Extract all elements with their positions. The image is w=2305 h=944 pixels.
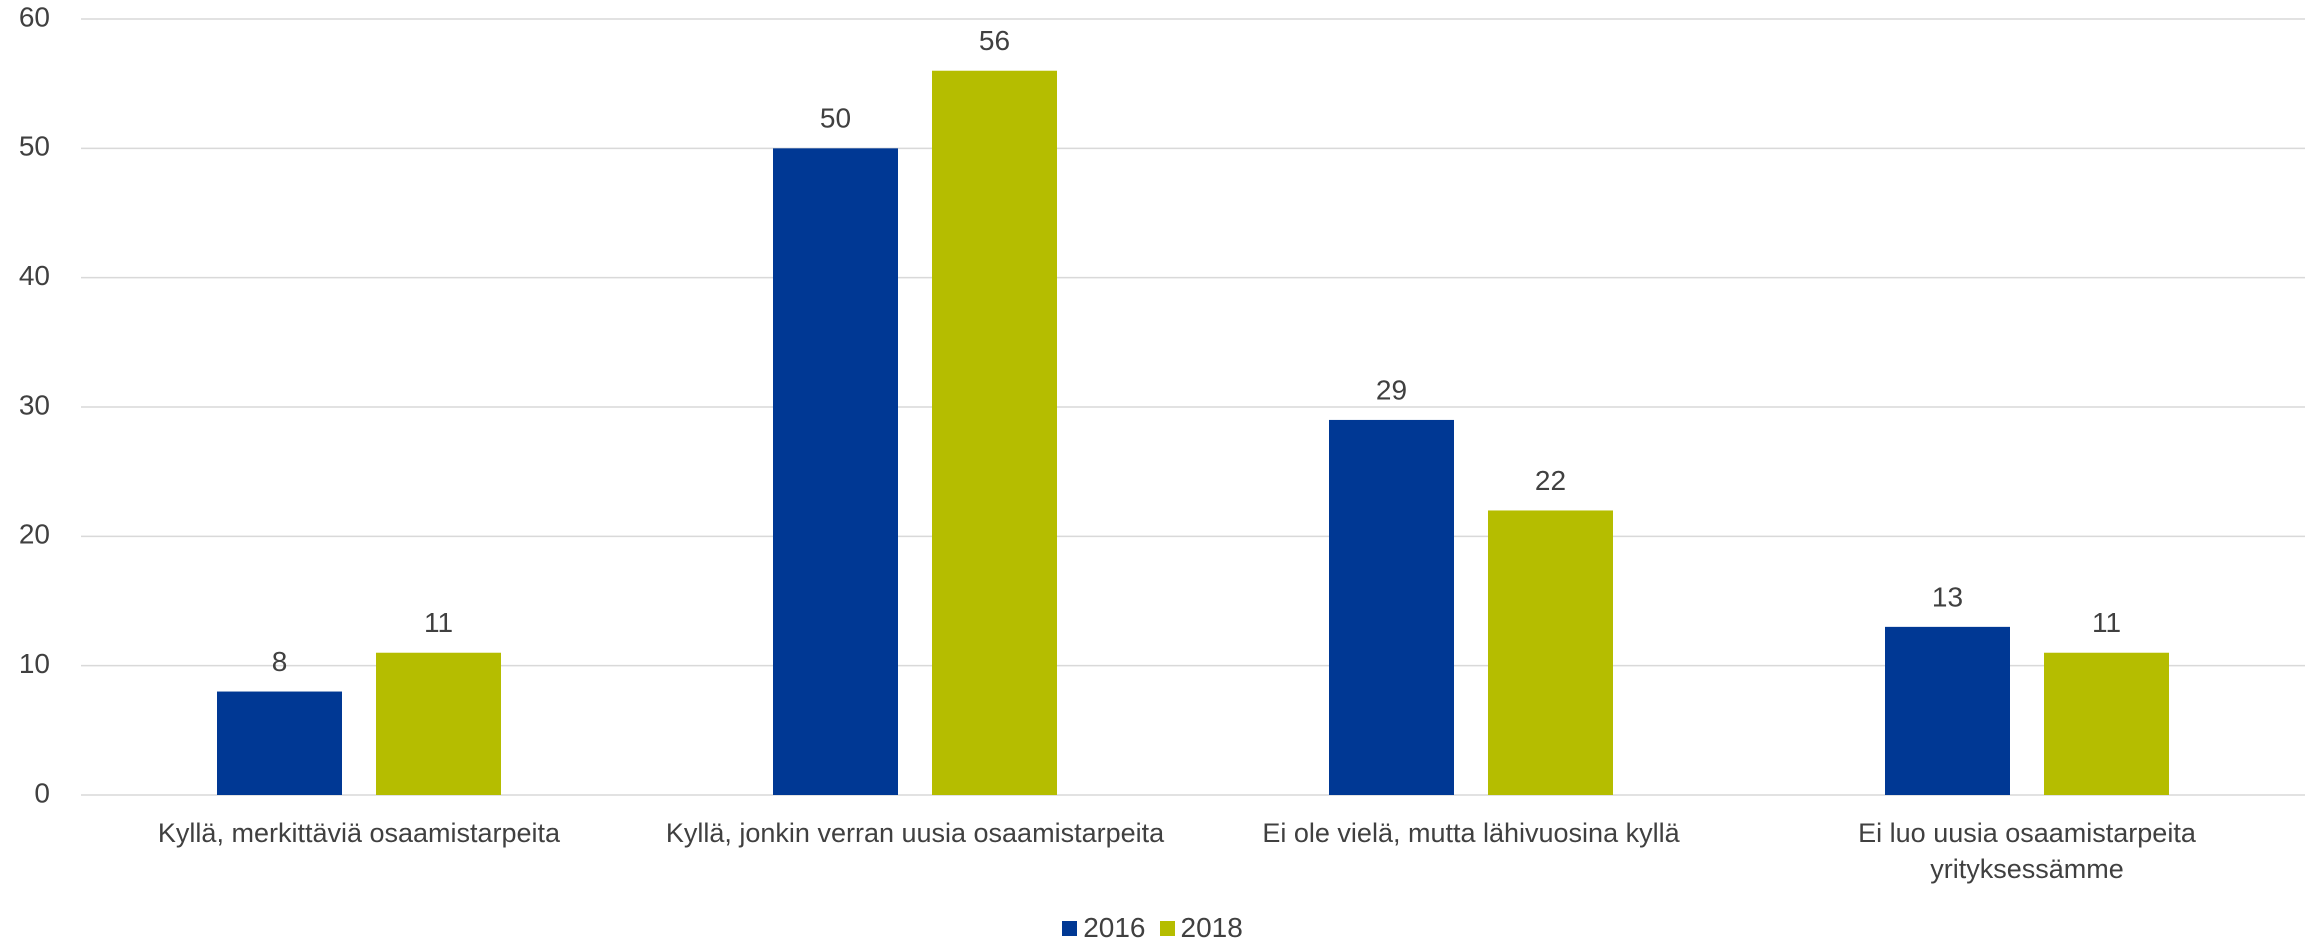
data-label: 29 [1376, 374, 1407, 405]
bar [376, 652, 501, 795]
legend-item: 2018 [1159, 912, 1243, 944]
x-tick-label: Ei ole vielä, mutta lähivuosina kyllä [1262, 818, 1680, 848]
bar [2044, 652, 2169, 795]
legend-label: 2018 [1180, 912, 1243, 943]
data-label: 8 [272, 646, 288, 677]
bar [1885, 626, 2010, 795]
legend-swatch [1159, 920, 1175, 936]
legend-label: 2016 [1083, 912, 1146, 943]
y-tick-label: 0 [34, 777, 50, 808]
y-tick-label: 10 [19, 648, 50, 679]
data-label: 13 [1932, 581, 1963, 612]
legend-item: 2016 [1062, 912, 1146, 944]
x-tick-label: Kyllä, merkittäviä osaamistarpeita [157, 818, 561, 848]
data-label: 11 [424, 607, 453, 638]
bar [1329, 419, 1454, 795]
data-label: 50 [820, 103, 851, 134]
x-tick-label: Kyllä, jonkin verran uusia osaamistarpei… [665, 818, 1165, 848]
y-tick-label: 50 [19, 131, 50, 162]
bar [932, 70, 1057, 795]
data-label: 22 [1535, 465, 1566, 496]
bar [773, 148, 898, 796]
bar [1488, 510, 1613, 795]
legend-swatch [1062, 920, 1078, 936]
legend: 2016 2018 [0, 912, 2305, 944]
data-label: 56 [979, 25, 1010, 56]
y-tick-label: 20 [19, 519, 50, 550]
y-tick-label: 30 [19, 389, 50, 420]
bar [217, 691, 342, 795]
y-tick-label: 60 [19, 1, 50, 32]
x-tick-label: Ei luo uusia osaamistarpeita yrityksessä… [1858, 818, 2196, 884]
y-tick-label: 40 [19, 260, 50, 291]
data-label: 11 [2092, 607, 2121, 638]
